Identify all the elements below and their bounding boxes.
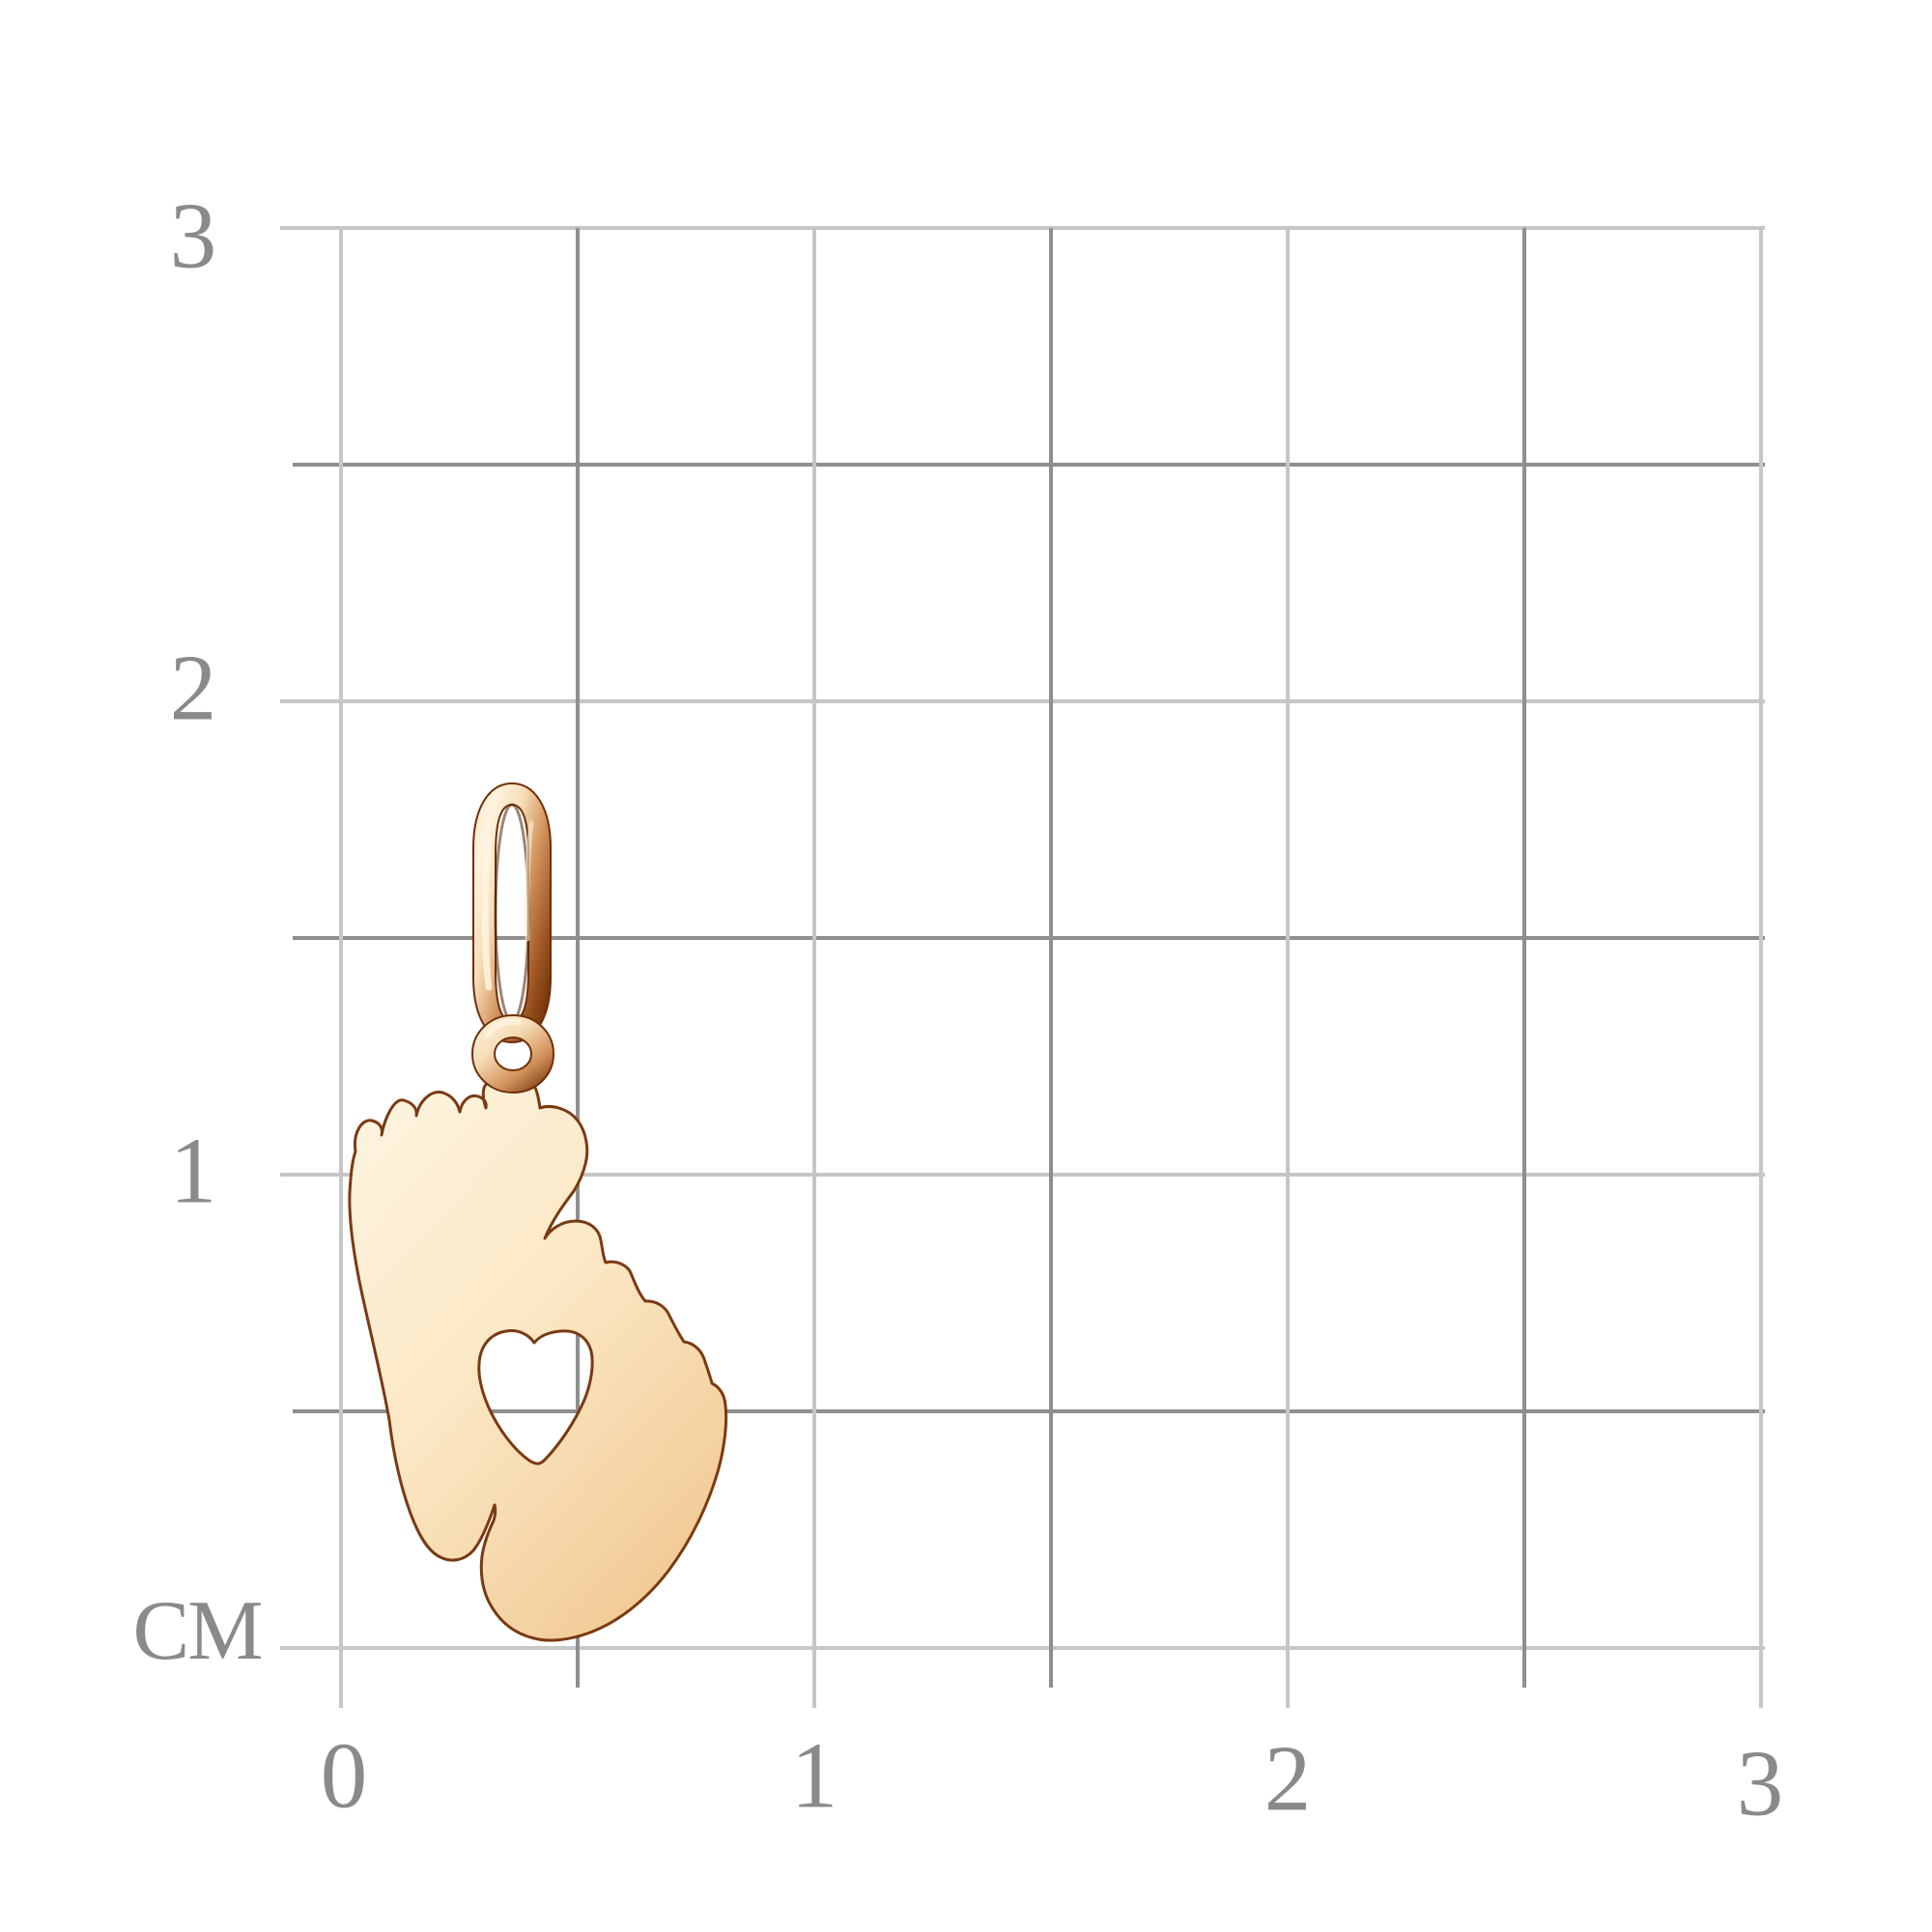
metal-highlight [525,820,534,942]
x-axis-label-0: 0 [320,1723,368,1828]
metal-highlight [481,835,493,991]
y-axis-label-1: 1 [169,1119,217,1223]
pendant-feet-charm [348,1077,728,1642]
y-axis-label-2: 2 [169,636,217,740]
x-axis-label-1: 1 [790,1723,838,1828]
pendant-jump-ring [470,1013,555,1094]
measurement-grid [280,226,1765,1708]
x-axis-label-3: 3 [1736,1731,1784,1835]
bail-inner-slit-shading [494,803,530,1023]
x-axis-label-2: 2 [1264,1726,1312,1831]
y-axis-label-3: 3 [169,184,217,288]
y-axis-label-см: см [132,1584,264,1678]
metal-highlight [485,1018,522,1038]
pendant-photo [348,781,728,1642]
